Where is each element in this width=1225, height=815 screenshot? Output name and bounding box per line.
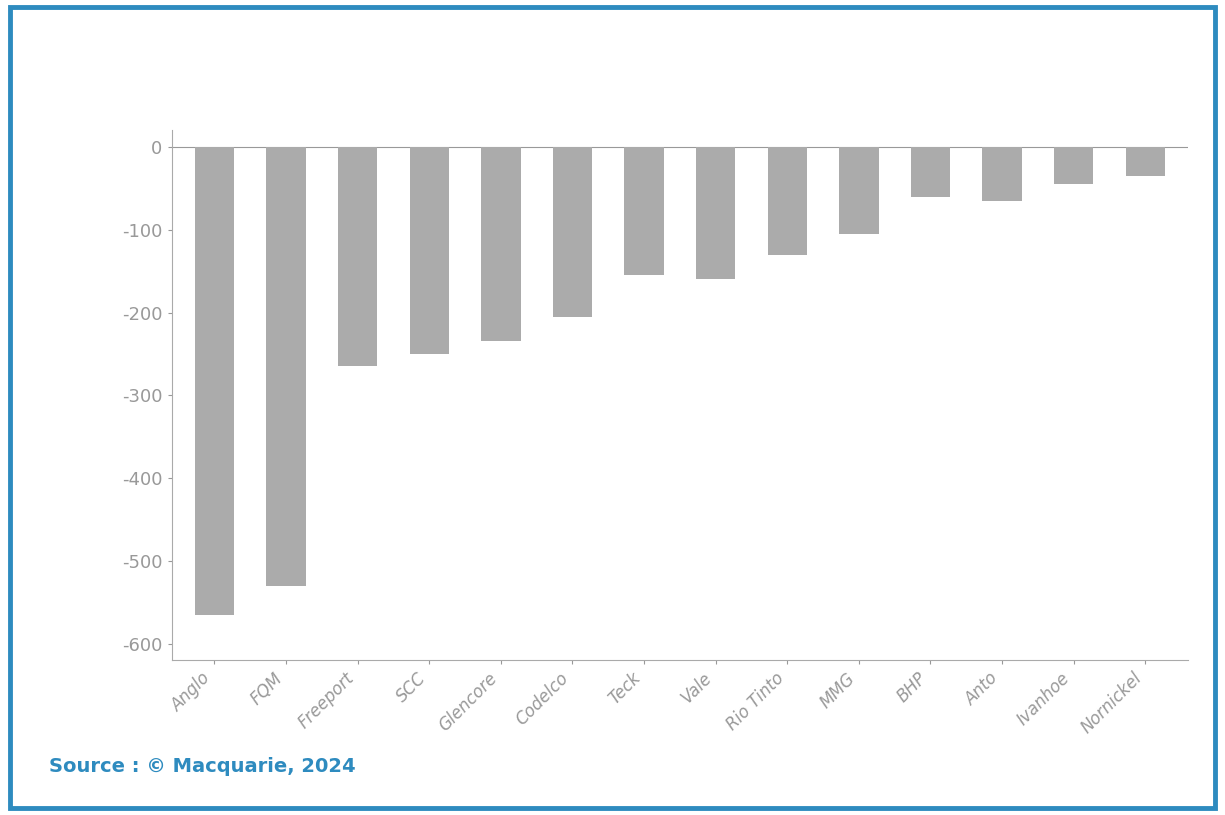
Text: Source : © Macquarie, 2024: Source : © Macquarie, 2024 bbox=[49, 756, 355, 776]
Bar bbox=[338, 147, 377, 366]
Bar bbox=[911, 147, 951, 196]
Bar bbox=[1126, 147, 1165, 176]
Bar bbox=[1054, 147, 1094, 184]
Bar bbox=[839, 147, 878, 234]
Bar bbox=[982, 147, 1022, 200]
Bar bbox=[266, 147, 306, 586]
Bar bbox=[195, 147, 234, 615]
Bar bbox=[696, 147, 735, 280]
Bar bbox=[768, 147, 807, 254]
Bar bbox=[625, 147, 664, 275]
Bar bbox=[552, 147, 592, 317]
Text: Modifications des prévisions de production d’ici 2026, en kt de cuivre: Modifications des prévisions de producti… bbox=[147, 44, 1078, 70]
Bar bbox=[409, 147, 448, 354]
Bar bbox=[481, 147, 521, 341]
